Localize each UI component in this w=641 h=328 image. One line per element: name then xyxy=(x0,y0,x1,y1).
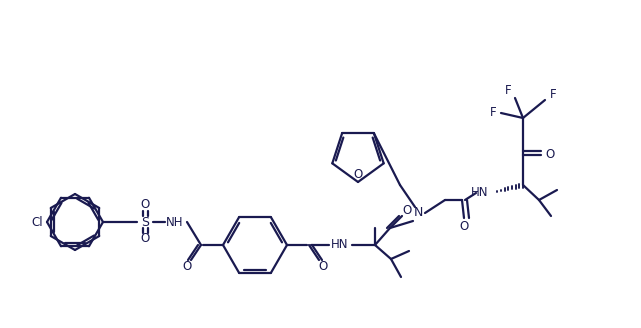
Text: F: F xyxy=(550,89,556,101)
Text: O: O xyxy=(183,260,192,274)
Text: O: O xyxy=(319,260,328,274)
Text: O: O xyxy=(403,203,412,216)
Text: F: F xyxy=(490,107,496,119)
Text: NH: NH xyxy=(166,215,184,229)
Text: HN: HN xyxy=(331,238,349,252)
Text: O: O xyxy=(353,168,363,180)
Text: F: F xyxy=(504,85,512,97)
Text: HN: HN xyxy=(470,187,488,199)
Text: O: O xyxy=(460,219,469,233)
Text: O: O xyxy=(140,198,149,212)
Text: S: S xyxy=(141,215,149,229)
Text: N: N xyxy=(413,207,422,219)
Text: Cl: Cl xyxy=(31,215,43,229)
Text: O: O xyxy=(545,149,554,161)
Text: O: O xyxy=(140,233,149,245)
